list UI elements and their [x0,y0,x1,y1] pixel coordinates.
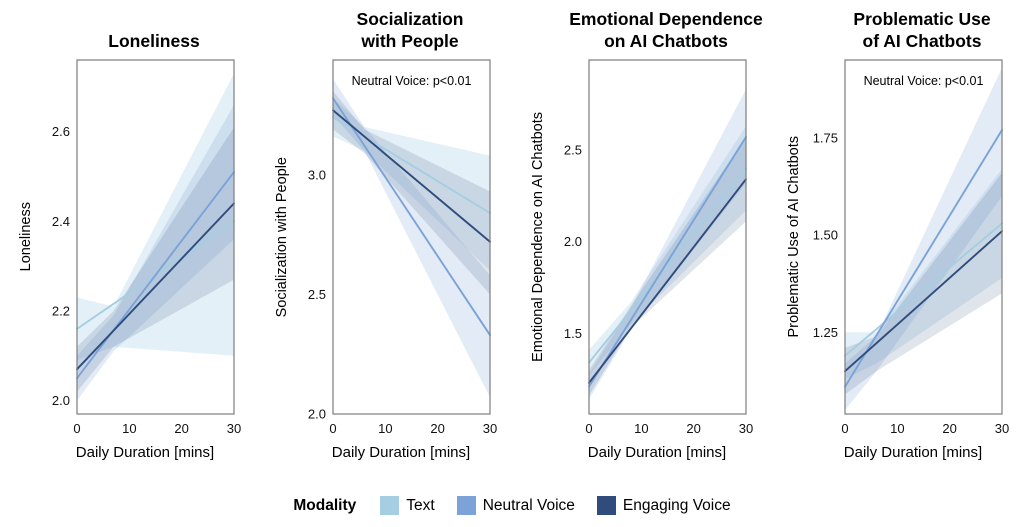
plot-background [77,60,234,414]
plot-area-emotional-dependence: 1.5 2.0 2.5 0 10 20 30 [564,59,753,436]
x-tick-label: 0 [841,421,848,436]
panel-title-socialization: Socialization with People [356,9,464,51]
legend-item-text: Text [380,496,435,515]
trend-line-neutral [332,97,491,337]
trend-line-text [588,167,747,364]
ci-band-text [77,73,234,361]
panel-title-loneliness: Loneliness [108,30,200,51]
panel-loneliness: Loneliness Loneliness 2.0 2.2 2.4 2.6 0 10 20 3… [0,6,256,461]
significance-annotation: Neutral Voice: p<0.01 [352,74,472,88]
plot-background [845,60,1002,414]
legend-label-text: Text [406,496,435,514]
x-tick-label: 20 [174,421,188,436]
plot-border [76,59,235,415]
trend-line-engaging [844,230,1003,373]
plot-row: Emotional Dependence on AI Chatbots 1.5 2… [527,54,753,444]
y-tick-label: 2.0 [52,393,70,408]
plot-area-loneliness: 2.0 2.2 2.4 2.6 0 10 20 30 [52,59,241,436]
plot-row: Socialization with People 2.0 2.5 3.0 0 10 20… [271,54,497,444]
y-axis-label-loneliness: Loneliness [18,202,34,272]
plot-row: Loneliness 2.0 2.2 2.4 2.6 0 10 20 30 [15,54,241,444]
y-tick-label: 2.4 [52,214,70,229]
panel-title-emotional-dependence: Emotional Dependence on AI Chatbots [569,9,763,51]
legend-item-engaging-voice: Engaging Voice [596,496,731,515]
y-tick-label: 1.75 [813,130,838,145]
legend-swatch-text [380,496,400,515]
legend-item-neutral-voice: Neutral Voice [456,496,575,515]
x-tick-label: 20 [686,421,700,436]
y-tick-label: 3.0 [308,167,326,182]
plot-border [588,59,747,415]
plot-border [332,59,491,415]
x-tick-label: 10 [122,421,136,436]
x-tick-label: 30 [995,421,1009,436]
y-label-wrap: Problematic Use of AI Chatbots [783,54,805,420]
y-tick-label: 1.25 [813,325,838,340]
x-tick-label: 20 [430,421,444,436]
x-tick-label: 30 [739,421,753,436]
y-tick-label: 2.2 [52,303,70,318]
x-axis-label: Daily Duration [mins] [75,444,215,461]
legend-label-neutral-voice: Neutral Voice [482,496,575,514]
trend-line-neutral [588,136,747,388]
panel-socialization: Socialization with People Socialization … [256,6,512,461]
y-tick-label: 2.0 [564,234,582,249]
y-tick-label: 1.50 [813,228,838,243]
legend-swatch-neutral-voice [456,496,476,515]
plot-row: Problematic Use of AI Chatbots 1.25 1.50 1… [783,54,1009,444]
panel-problematic-use: Problematic Use of AI Chatbots Problemat… [768,6,1024,461]
ci-band-neutral [845,67,1002,411]
y-tick-label: 1.5 [564,326,582,341]
trend-line-engaging [588,178,747,384]
y-tick-label: 2.5 [564,142,582,157]
trend-line-engaging [76,202,235,371]
x-axis-label: Daily Duration [mins] [587,444,727,461]
ci-band-neutral [589,89,746,400]
x-tick-label: 10 [634,421,648,436]
ci-band-engaging [845,172,1002,395]
trend-line-text [844,222,1003,357]
trend-line-engaging [332,109,491,243]
plot-area-socialization: 2.0 2.5 3.0 0 10 20 30 Neutral Voice: p<0.01 [308,59,497,436]
y-label-wrap: Socialization with People [271,54,293,420]
legend-swatch-engaging-voice [596,496,616,515]
y-label-wrap: Emotional Dependence on AI Chatbots [527,54,549,420]
y-label-wrap: Loneliness [15,54,37,420]
significance-annotation: Neutral Voice: p<0.01 [864,74,984,88]
plot-area-problematic-use: 1.25 1.50 1.75 0 10 20 30 Neutral Voice: p<0.01 [813,59,1009,436]
plot-background [333,60,490,414]
plot-border [844,59,1003,415]
y-tick-label: 2.5 [308,287,326,302]
ci-band-text [845,168,1002,379]
panel-title-problematic-use: Problematic Use of AI Chatbots [853,9,991,51]
legend-label-engaging-voice: Engaging Voice [622,496,731,514]
x-tick-label: 10 [378,421,392,436]
panel-emotional-dependence: Emotional Dependence on AI Chatbots Emot… [512,6,768,461]
trend-line-neutral [844,129,1003,388]
x-tick-label: 10 [890,421,904,436]
x-tick-label: 20 [942,421,956,436]
trend-line-neutral [76,171,235,380]
legend: Modality Text Neutral Voice Engaging Voi… [0,496,1024,515]
y-tick-label: 2.6 [52,124,70,139]
y-axis-label-problematic-use: Problematic Use of AI Chatbots [786,136,802,338]
legend-title: Modality [293,496,357,514]
plot-background [589,60,746,414]
x-axis-label: Daily Duration [mins] [843,444,983,461]
x-axis-label: Daily Duration [mins] [331,444,471,461]
y-tick-label: 2.0 [308,407,326,422]
x-tick-label: 0 [329,421,336,436]
x-tick-label: 0 [73,421,80,436]
y-axis-label-emotional-dependence: Emotional Dependence on AI Chatbots [530,112,546,362]
x-tick-label: 30 [227,421,241,436]
x-tick-label: 30 [483,421,497,436]
x-tick-label: 0 [585,421,592,436]
panel-row: Loneliness Loneliness 2.0 2.2 2.4 2.6 0 10 20 3… [0,6,1024,461]
y-axis-label-socialization: Socialization with People [274,156,290,318]
